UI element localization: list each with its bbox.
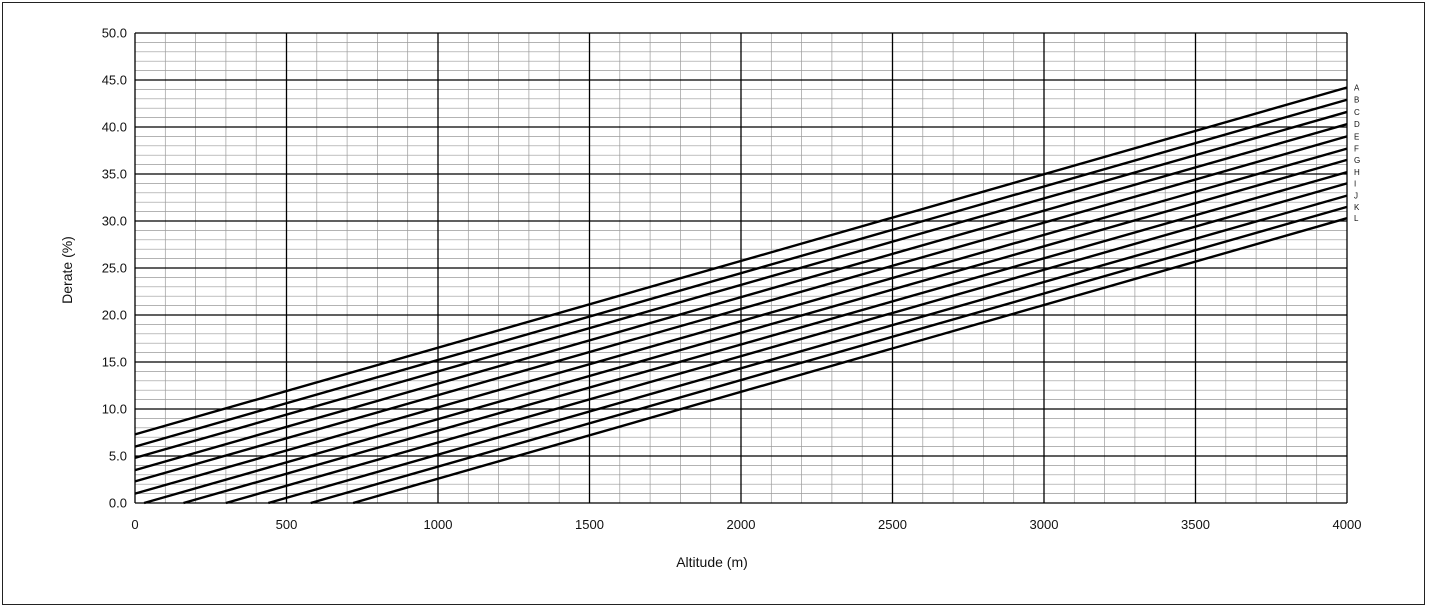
series-label-h: H: [1354, 168, 1360, 177]
x-axis-ticks: 0 500 1000 1500 2000 2500 3000 3500 4000: [131, 517, 1361, 532]
series-line-h: [183, 170, 1348, 505]
series-line-i: [225, 182, 1348, 505]
series-label-i: I: [1354, 179, 1356, 188]
series-line-j: [267, 194, 1348, 505]
x-axis-title: Altitude (m): [676, 554, 748, 570]
y-tick-label: 40.0: [102, 120, 127, 135]
series-line-a: [134, 86, 1348, 436]
series-line-f: [134, 147, 1348, 495]
x-tick-label: 500: [276, 517, 298, 532]
series-label-f: F: [1354, 145, 1359, 154]
series-lines: [134, 86, 1348, 505]
y-tick-label: 15.0: [102, 355, 127, 370]
x-tick-label: 2500: [878, 517, 907, 532]
series-line-e: [134, 135, 1348, 483]
x-tick-label: 2000: [727, 517, 756, 532]
series-label-j: J: [1354, 192, 1358, 201]
series-line-k: [310, 205, 1348, 505]
y-tick-label: 45.0: [102, 73, 127, 88]
x-tick-label: 4000: [1333, 517, 1362, 532]
major-grid: [134, 32, 1348, 504]
series-label-c: C: [1354, 108, 1360, 117]
x-tick-label: 3000: [1030, 517, 1059, 532]
series-line-l: [352, 217, 1348, 505]
y-tick-label: 10.0: [102, 402, 127, 417]
series-label-b: B: [1354, 96, 1359, 105]
series-line-c: [134, 110, 1348, 460]
y-axis-ticks: 0.0 5.0 10.0 15.0 20.0 25.0 30.0 35.0 40.0 45.0 50…: [102, 26, 127, 511]
y-axis-title: Derate (%): [59, 236, 75, 304]
x-tick-label: 1000: [424, 517, 453, 532]
y-tick-label: 30.0: [102, 214, 127, 229]
series-label-e: E: [1354, 132, 1359, 141]
x-tick-label: 1500: [575, 517, 604, 532]
series-line-b: [134, 98, 1348, 448]
y-tick-label: 50.0: [102, 26, 127, 41]
series-label-a: A: [1354, 84, 1360, 93]
series-line-d: [134, 123, 1348, 472]
series-line-g: [143, 158, 1348, 505]
series-label-g: G: [1354, 156, 1360, 165]
x-tick-label: 3500: [1181, 517, 1210, 532]
y-tick-label: 20.0: [102, 308, 127, 323]
series-label-d: D: [1354, 120, 1360, 129]
x-tick-label: 0: [131, 517, 138, 532]
series-label-k: K: [1354, 203, 1360, 212]
series-label-l: L: [1354, 214, 1359, 223]
y-tick-label: 0.0: [109, 496, 127, 511]
y-tick-label: 25.0: [102, 261, 127, 276]
y-tick-label: 35.0: [102, 167, 127, 182]
y-tick-label: 5.0: [109, 449, 127, 464]
